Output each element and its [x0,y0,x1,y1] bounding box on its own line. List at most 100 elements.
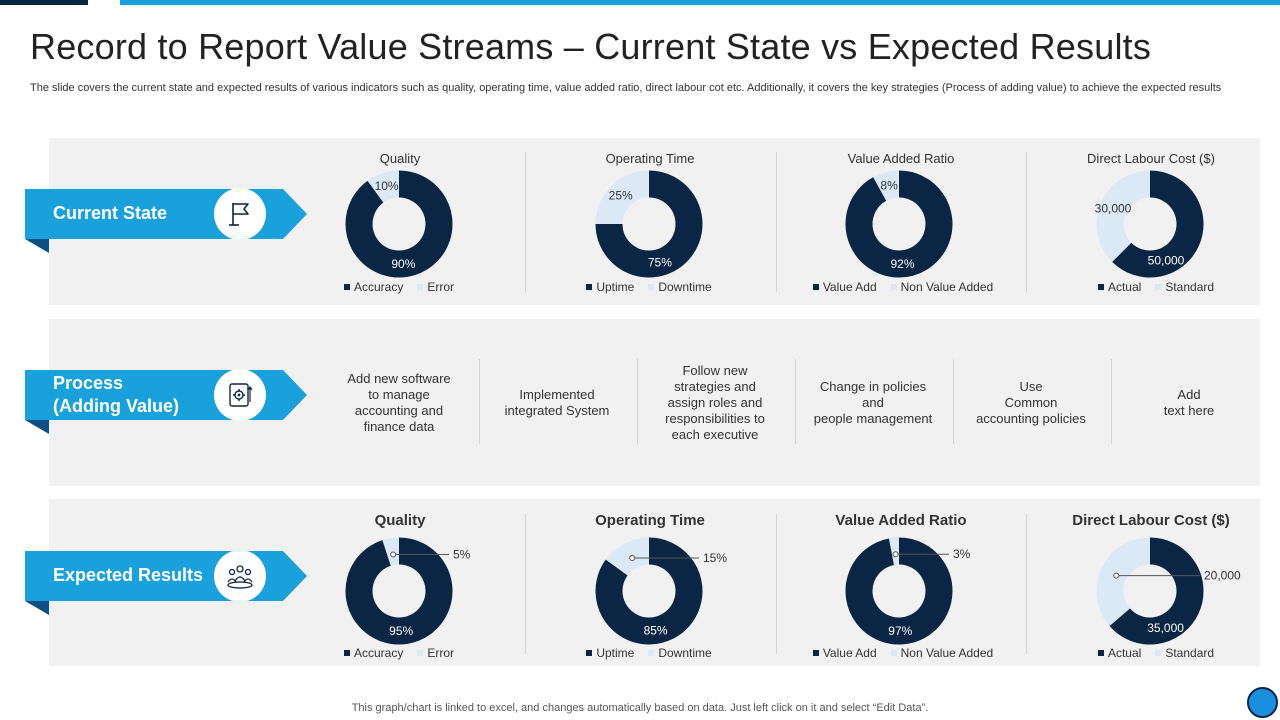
process-label-line2: (Adding Value) [53,396,179,416]
process-label-line1: Process [53,373,124,393]
page-subtitle: The slide covers the current state and e… [30,82,1222,94]
chart-legend: Accuracy Error [274,280,524,294]
chart-legend: Value Add Non Value Added [778,280,1028,294]
chart-title: Quality [379,151,421,166]
slice-standard [1096,170,1151,262]
data-label-primary: 85% [644,624,668,638]
data-label-primary: 35,000 [1147,621,1184,635]
data-label-primary: 97% [888,624,912,638]
data-label-primary: 90% [391,257,415,271]
donut-chart: 92% 8% [845,170,953,278]
process-step-4: Change in policies and people management [813,379,933,426]
callout-dot [390,551,397,558]
legend-label: Uptime [596,646,635,660]
page-title: Record to Report Value Streams – Current… [30,26,1152,67]
top-accent-bar-dark [0,0,88,5]
slice-accuracy [345,537,453,645]
data-label-secondary: 8% [880,178,898,192]
legend-item: Uptime [586,646,634,660]
data-label-secondary: 5% [453,548,471,562]
slice-uptime [595,537,703,645]
chart-title: Operating Time [605,151,695,166]
help-circle-icon[interactable] [1247,687,1278,718]
legend-item: Non Value Added [890,646,994,660]
process-step-3: Follow new strategies and assign roles a… [665,363,765,442]
legend-label: Value Add [822,280,877,294]
legend-label: Accuracy [353,280,404,294]
legend-item: Accuracy [343,280,404,294]
legend-label: Error [427,646,455,660]
donut-chart: 50,000 30,000 [1095,170,1204,278]
chart-title: Value Added Ratio [847,151,955,166]
slice-actual [1109,537,1204,645]
legend-label: Downtime [658,646,712,660]
legend-label: Non Value Added [900,280,994,294]
donut-chart: 97% 3% [845,537,971,645]
donut-chart: 75% 25% [595,170,703,278]
legend-label: Standard [1165,646,1215,660]
chart-title: Direct Labour Cost ($) [1087,151,1215,166]
expected-results-label: Expected Results [53,565,204,585]
expected-results-banner: Expected Results [25,550,307,616]
donut-chart: 85% 15% [595,537,727,645]
divider [776,152,777,292]
current-state-banner: Current State [25,188,307,254]
slice-downtime [595,170,650,225]
callout-dot [629,555,636,561]
divider [795,359,796,444]
chart-legend: Accuracy Error [274,646,524,660]
process-step-2: Implemented integrated System [504,387,610,418]
slice-non-value-added [873,170,900,202]
legend-label: Value Add [822,646,877,660]
process-step-6: Add text here [1163,387,1215,418]
legend-item: Uptime [586,280,634,294]
divider [525,514,526,654]
donut-chart: 95% 5% [345,537,471,645]
donut-chart: 35,000 20,000 [1096,537,1241,645]
chart-title: Quality [374,512,426,529]
legend-item: Error [417,280,454,294]
flag-icon [214,188,266,240]
legend-item: Downtime [648,646,712,660]
legend-item: Accuracy [343,646,403,660]
slice-actual [1112,170,1204,278]
data-label-primary: 92% [890,257,914,271]
divider [525,152,526,292]
process-step-5: Use Common accounting policies [976,379,1086,426]
data-label-primary: 75% [648,256,672,270]
data-label-primary: 50,000 [1148,254,1185,268]
callout-dot [892,551,899,558]
legend-label: Actual [1107,280,1142,294]
slice-value-add [845,537,953,645]
legend-label: Actual [1107,646,1142,660]
legend-item: Value Add [812,646,877,660]
chart-legend: Uptime Downtime [524,646,774,660]
divider [953,359,954,444]
legend-label: Downtime [658,280,712,294]
divider [479,359,480,444]
chart-title: Operating Time [595,512,705,529]
footer-note: This graph/chart is linked to excel, and… [351,702,929,714]
callout-dot [1113,572,1120,579]
legend-item: Actual [1097,280,1142,294]
team-target-icon [214,550,266,602]
banner-fold [25,239,49,253]
process-banner: Process (Adding Value) [25,369,307,435]
divider [637,359,638,444]
data-label-primary: 95% [389,624,413,638]
data-label-secondary: 10% [375,179,399,193]
top-accent-bar-blue [120,0,1280,5]
divider [1111,359,1112,444]
divider [776,514,777,654]
legend-item: Non Value Added [890,280,994,294]
legend-label: Standard [1165,280,1215,294]
chart-title: Value Added Ratio [835,512,967,529]
donut-chart: 90% 10% [345,170,453,278]
legend-item: Error [417,646,454,660]
data-label-secondary: 20,000 [1204,569,1241,583]
slice-error [382,537,400,566]
legend-label: Non Value Added [900,646,994,660]
legend-item: Standard [1155,280,1214,294]
chart-legend: Value Add Non Value Added [778,646,1028,660]
slice-standard [1096,537,1151,627]
